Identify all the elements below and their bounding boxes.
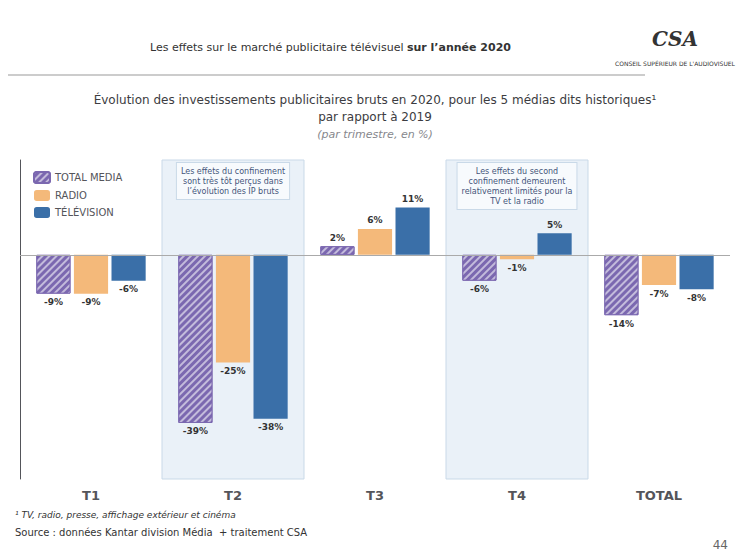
svg-text:relativement limités pour la: relativement limités pour la — [462, 186, 573, 196]
svg-text:6%: 6% — [367, 215, 382, 225]
svg-text:-9%: -9% — [81, 297, 100, 307]
svg-text:CONSEIL SUPÉRIEUR DE L'AUDIOVI: CONSEIL SUPÉRIEUR DE L'AUDIOVISUEL — [615, 60, 736, 67]
svg-text:Source : données Kantar divisi: Source : données Kantar division Média +… — [15, 527, 307, 538]
svg-text:-7%: -7% — [649, 289, 668, 299]
svg-text:44: 44 — [713, 538, 728, 552]
svg-text:CSA: CSA — [652, 27, 698, 51]
svg-text:TOTAL MEDIA: TOTAL MEDIA — [54, 172, 122, 183]
svg-text:Évolution des investissements: Évolution des investissements publicitai… — [94, 92, 657, 107]
svg-text:(par trimestre, en %): (par trimestre, en %) — [317, 128, 433, 141]
svg-text:confinement demeurent: confinement demeurent — [469, 177, 566, 186]
svg-text:sont très tôt perçus dans: sont très tôt perçus dans — [183, 176, 283, 186]
svg-text:-38%: -38% — [258, 422, 283, 432]
svg-text:sur l’année 2020: sur l’année 2020 — [407, 41, 511, 54]
svg-text:-1%: -1% — [507, 263, 526, 273]
svg-text:Les effets du confinement: Les effets du confinement — [181, 167, 285, 176]
svg-text:¹ TV, radio, presse, affichage: ¹ TV, radio, presse, affichage extérieur… — [15, 510, 236, 520]
svg-text:-25%: -25% — [220, 366, 245, 376]
svg-text:TÉLÉVISION: TÉLÉVISION — [54, 206, 114, 218]
svg-text:-9%: -9% — [44, 297, 63, 307]
svg-text:TV et la radio: TV et la radio — [489, 197, 544, 206]
svg-text:5%: 5% — [547, 220, 562, 230]
svg-text:-8%: -8% — [687, 293, 706, 303]
svg-text:T4: T4 — [508, 488, 526, 503]
svg-text:T3: T3 — [366, 488, 384, 503]
svg-text:l’évolution des IP bruts: l’évolution des IP bruts — [187, 186, 279, 196]
svg-text:11%: 11% — [402, 194, 424, 204]
svg-text:-14%: -14% — [609, 319, 634, 329]
svg-text:T1: T1 — [82, 488, 100, 503]
svg-text:-6%: -6% — [119, 284, 138, 294]
svg-text:Les effets sur le marché publi: Les effets sur le marché publicitaire té… — [150, 41, 407, 54]
svg-text:RADIO: RADIO — [55, 190, 87, 201]
svg-text:par rapport à 2019: par rapport à 2019 — [318, 110, 432, 124]
svg-text:T2: T2 — [224, 488, 242, 503]
svg-text:Les effets du second: Les effets du second — [476, 167, 558, 176]
svg-text:TOTAL: TOTAL — [636, 488, 682, 503]
svg-text:-39%: -39% — [183, 426, 208, 436]
svg-text:-6%: -6% — [470, 284, 489, 294]
svg-text:2%: 2% — [330, 233, 345, 243]
